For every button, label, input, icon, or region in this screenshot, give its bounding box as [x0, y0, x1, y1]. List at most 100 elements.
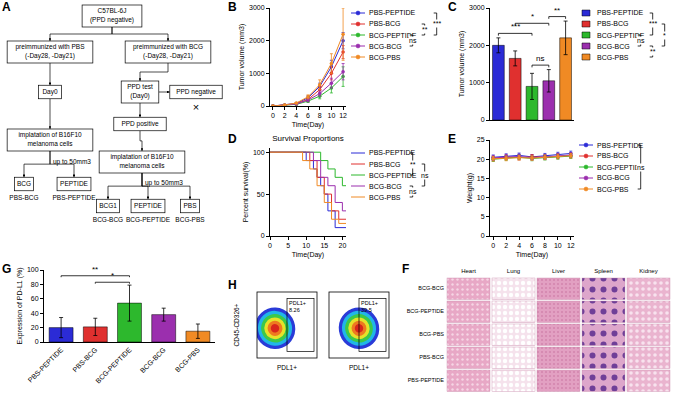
svg-text:Lung: Lung	[507, 268, 520, 274]
svg-text:1000: 1000	[249, 70, 265, 77]
svg-text:Kidney: Kidney	[639, 268, 657, 274]
svg-text:PDL1+: PDL1+	[349, 364, 369, 371]
svg-text:PBS-BCG: PBS-BCG	[9, 194, 38, 201]
svg-text:ns: ns	[421, 172, 429, 179]
svg-text:BCG-PEPTIDE: BCG-PEPTIDE	[597, 164, 645, 171]
svg-text:PDL1+: PDL1+	[289, 300, 306, 306]
svg-text:Liver: Liver	[552, 268, 565, 274]
svg-text:60: 60	[31, 295, 39, 302]
svg-text:8: 8	[318, 112, 322, 119]
svg-text:BCG-PBS: BCG-PBS	[369, 194, 401, 201]
svg-text:50: 50	[257, 191, 265, 198]
svg-text:**: **	[410, 161, 416, 168]
svg-text:Day0: Day0	[42, 88, 58, 96]
svg-text:BCG-PEPTIDE: BCG-PEPTIDE	[407, 308, 445, 314]
svg-text:15: 15	[320, 242, 328, 249]
svg-text:PDL1+: PDL1+	[277, 364, 297, 371]
svg-text:BCG-PBS: BCG-PBS	[174, 346, 201, 373]
svg-text:Percent survival(%): Percent survival(%)	[242, 162, 250, 223]
svg-text:CD45-CD326+: CD45-CD326+	[233, 303, 240, 346]
svg-text:ns: ns	[637, 164, 645, 171]
svg-text:0: 0	[261, 102, 265, 109]
svg-text:melanoma cells: melanoma cells	[119, 162, 165, 169]
svg-text:C57BL-6J: C57BL-6J	[98, 7, 127, 14]
svg-text:PBS-PEPTIDE: PBS-PEPTIDE	[53, 194, 97, 201]
svg-text:implatation of B16F10: implatation of B16F10	[18, 131, 82, 139]
svg-text:(-Day28, -Day21): (-Day28, -Day21)	[25, 52, 75, 60]
svg-text:0: 0	[271, 112, 275, 119]
svg-text:BCG1: BCG1	[99, 202, 117, 209]
svg-text:10: 10	[302, 242, 310, 249]
svg-text:Spleen: Spleen	[594, 268, 613, 274]
svg-text:Time(Day): Time(Day)	[292, 121, 324, 129]
svg-text:0: 0	[481, 116, 485, 123]
svg-text:80: 80	[31, 281, 39, 288]
svg-text:BCG-BCG: BCG-BCG	[369, 43, 402, 50]
svg-text:***: ***	[433, 20, 441, 27]
svg-text:preimmunized with PBS: preimmunized with PBS	[16, 43, 86, 51]
svg-text:PBS-BCG: PBS-BCG	[597, 20, 629, 27]
svg-text:10: 10	[327, 112, 335, 119]
svg-text:PBS-PEPTIDE: PBS-PEPTIDE	[369, 149, 416, 156]
svg-text:(Day0): (Day0)	[130, 92, 150, 100]
svg-text:BCG-BCG: BCG-BCG	[139, 346, 167, 374]
svg-text:PBS-PEPTIDE: PBS-PEPTIDE	[597, 9, 644, 16]
svg-text:**: **	[92, 265, 98, 274]
svg-text:PBS-PEPTIDE: PBS-PEPTIDE	[27, 346, 65, 384]
svg-text:100: 100	[27, 266, 39, 273]
svg-text:2000: 2000	[469, 42, 485, 49]
svg-text:15: 15	[477, 175, 485, 182]
svg-text:up to 50mm3: up to 50mm3	[53, 158, 91, 166]
svg-text:20: 20	[31, 324, 39, 331]
svg-text:PEPTIDE: PEPTIDE	[60, 180, 88, 187]
svg-text:PPD negative: PPD negative	[176, 88, 216, 96]
svg-text:40: 40	[31, 310, 39, 317]
svg-text:BCG-PEPTIDE: BCG-PEPTIDE	[126, 216, 171, 223]
svg-text:0: 0	[481, 232, 485, 239]
svg-text:ns: ns	[637, 37, 645, 44]
svg-text:up to 50mm3: up to 50mm3	[145, 179, 183, 187]
svg-text:PBS-BCG: PBS-BCG	[369, 161, 401, 168]
svg-text:0: 0	[261, 232, 265, 239]
svg-text:BCG-PBS: BCG-PBS	[369, 54, 401, 61]
svg-text:PBS-PEPTIDE: PBS-PEPTIDE	[408, 377, 445, 383]
svg-text:BCG-BCG: BCG-BCG	[418, 285, 444, 291]
svg-text:8.26: 8.26	[289, 307, 300, 313]
svg-text:(PPD negative): (PPD negative)	[90, 16, 134, 24]
svg-text:×: ×	[193, 101, 199, 113]
svg-text:BCG-PBS: BCG-PBS	[175, 216, 205, 223]
svg-text:***: ***	[649, 20, 657, 27]
svg-text:BCG-PBS: BCG-PBS	[597, 54, 629, 61]
svg-text:3000: 3000	[249, 4, 265, 11]
svg-text:39.5: 39.5	[361, 307, 372, 313]
svg-text:10: 10	[477, 194, 485, 201]
svg-text:Survival Proportions: Survival Proportions	[272, 134, 344, 143]
svg-text:**: **	[650, 48, 656, 55]
svg-text:8: 8	[543, 242, 547, 249]
svg-text:implatation of B16F10: implatation of B16F10	[110, 153, 174, 161]
svg-text:ns: ns	[536, 54, 544, 63]
svg-text:PPD test: PPD test	[127, 83, 153, 90]
svg-text:**: **	[554, 6, 560, 15]
svg-text:Time(Day): Time(Day)	[292, 251, 324, 259]
svg-text:20: 20	[477, 156, 485, 163]
svg-text:PEPTIDE: PEPTIDE	[134, 202, 162, 209]
svg-text:PDL1+: PDL1+	[361, 300, 378, 306]
svg-text:Tumor volume (mm3): Tumor volume (mm3)	[238, 24, 246, 91]
svg-text:PBS-BCG: PBS-BCG	[419, 354, 444, 360]
svg-text:BCG-PEPTIDE: BCG-PEPTIDE	[94, 346, 133, 385]
svg-text:12: 12	[339, 112, 347, 119]
svg-text:4: 4	[294, 112, 298, 119]
svg-text:2000: 2000	[249, 37, 265, 44]
svg-text:PBS-PEPTIDE: PBS-PEPTIDE	[597, 142, 644, 149]
svg-text:BCG-PEPTIDE: BCG-PEPTIDE	[597, 32, 645, 39]
svg-text:3000: 3000	[469, 4, 485, 11]
svg-text:PBS-PEPTIDE: PBS-PEPTIDE	[369, 9, 416, 16]
svg-text:ns: ns	[409, 188, 417, 195]
svg-text:(-Day28, -Day21): (-Day28, -Day21)	[143, 52, 193, 60]
svg-text:***: ***	[511, 22, 520, 31]
svg-text:*: *	[663, 32, 666, 39]
svg-text:**: **	[422, 26, 428, 33]
svg-text:4: 4	[517, 242, 521, 249]
svg-text:5: 5	[481, 213, 485, 220]
